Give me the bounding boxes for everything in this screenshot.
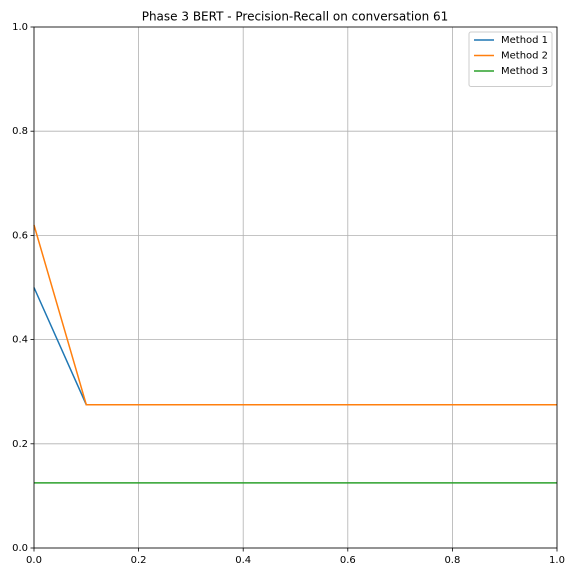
x-tick-label: 0.8 — [444, 555, 460, 566]
y-tick-label: 0.0 — [12, 543, 28, 554]
chart-title: Phase 3 BERT - Precision-Recall on conve… — [142, 10, 449, 24]
y-tick-label: 0.6 — [12, 230, 28, 241]
legend-box — [468, 31, 553, 87]
legend-label: Method 3 — [501, 66, 548, 77]
plot-frame — [33, 26, 558, 549]
legend: Method 1 Method 2 Method 3 — [468, 31, 553, 87]
legend-label: Method 1 — [501, 35, 548, 46]
y-tick-label: 0.4 — [12, 335, 28, 346]
series-line — [33, 224, 557, 406]
x-tick-label: 0.6 — [340, 555, 356, 566]
y-tick-label: 0.2 — [12, 439, 28, 450]
y-tick-label: 0.8 — [12, 126, 28, 137]
legend-label: Method 2 — [501, 51, 548, 62]
x-tick-label: 0.2 — [131, 555, 147, 566]
y-tick-label: 1.0 — [12, 22, 28, 33]
x-tick-label: 1.0 — [549, 555, 565, 566]
x-tick-label: 0.4 — [235, 555, 251, 566]
x-tick-label: 0.0 — [26, 555, 42, 566]
